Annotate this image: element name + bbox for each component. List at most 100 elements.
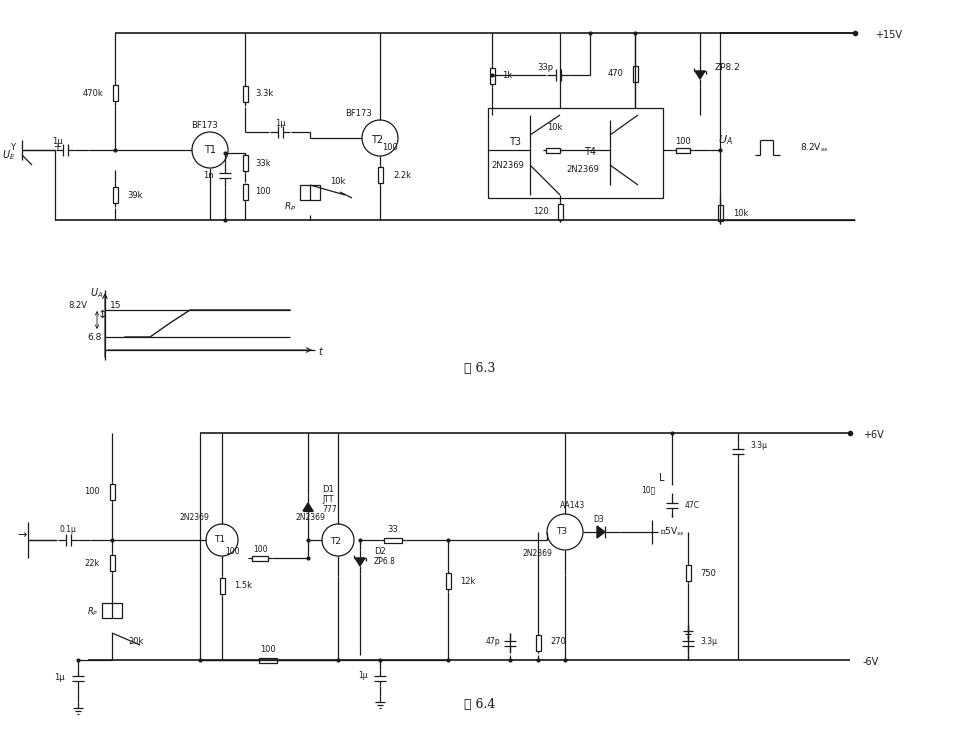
Text: 图 6.3: 图 6.3: [465, 361, 495, 375]
Text: +: +: [53, 142, 61, 152]
Bar: [102, 603, 122, 618]
Text: $U_A$: $U_A$: [717, 133, 732, 147]
Text: 3.3μ: 3.3μ: [700, 638, 717, 647]
Text: 10圈: 10圈: [640, 485, 655, 494]
Text: 100: 100: [255, 188, 271, 197]
Bar: [536, 635, 540, 651]
Text: 1μ: 1μ: [275, 119, 285, 128]
Text: T2: T2: [330, 538, 342, 547]
Text: 8.2V$_{ss}$: 8.2V$_{ss}$: [800, 142, 828, 154]
Text: +6V: +6V: [863, 430, 884, 440]
Polygon shape: [355, 558, 365, 566]
Bar: [558, 204, 563, 220]
Text: 1μ: 1μ: [55, 674, 65, 683]
Text: 47C: 47C: [685, 500, 700, 509]
Bar: [300, 185, 320, 200]
Text: 470k: 470k: [83, 89, 103, 98]
Text: 约5V$_{ss}$: 约5V$_{ss}$: [660, 526, 685, 538]
Text: L: L: [660, 473, 665, 483]
Text: D1: D1: [322, 485, 334, 494]
Text: 100: 100: [675, 137, 691, 146]
Text: 20k: 20k: [128, 638, 143, 647]
Text: 10k: 10k: [547, 123, 563, 132]
Text: 10k: 10k: [733, 209, 749, 218]
Text: 33: 33: [388, 526, 398, 535]
Text: T2: T2: [371, 135, 383, 145]
Text: $U_E$: $U_E$: [2, 148, 15, 162]
Bar: [252, 556, 268, 560]
Text: 2N2369: 2N2369: [180, 514, 209, 523]
Polygon shape: [597, 526, 605, 538]
Text: 1μ: 1μ: [358, 671, 368, 680]
Bar: [384, 538, 402, 542]
Text: 22k: 22k: [84, 559, 100, 568]
Text: 33p: 33p: [537, 62, 553, 71]
Text: $t$: $t$: [318, 345, 324, 357]
Bar: [717, 205, 723, 221]
Bar: [112, 85, 117, 101]
Text: 1μ: 1μ: [52, 137, 62, 146]
Text: 750: 750: [700, 569, 716, 578]
Text: 100: 100: [382, 143, 397, 152]
Text: T3: T3: [509, 137, 521, 147]
Text: 100: 100: [225, 547, 239, 556]
Bar: [546, 147, 560, 152]
Bar: [243, 86, 248, 102]
Bar: [676, 147, 690, 152]
Text: 12k: 12k: [460, 577, 475, 586]
Text: 120: 120: [533, 207, 549, 216]
Text: 270: 270: [550, 638, 565, 647]
Text: →: →: [17, 530, 27, 540]
Text: 777: 777: [322, 505, 337, 514]
Text: 470: 470: [607, 70, 623, 79]
Bar: [109, 555, 114, 571]
Text: 2N2369: 2N2369: [522, 550, 552, 559]
Text: T1: T1: [204, 145, 216, 155]
Text: 15: 15: [110, 300, 122, 309]
Text: 2N2369: 2N2369: [566, 165, 599, 174]
Polygon shape: [695, 71, 705, 79]
Text: $U_A$: $U_A$: [89, 286, 103, 300]
Text: +15V: +15V: [875, 30, 902, 40]
Text: T3: T3: [557, 527, 567, 536]
Text: 2N2369: 2N2369: [295, 514, 324, 523]
Bar: [243, 184, 248, 200]
Text: 1k: 1k: [502, 71, 512, 80]
Text: JTT: JTT: [322, 496, 333, 505]
Text: 100: 100: [252, 545, 267, 554]
Text: 图 6.4: 图 6.4: [465, 698, 495, 711]
Text: 39k: 39k: [127, 191, 142, 200]
Text: 3.3k: 3.3k: [255, 89, 274, 98]
Text: 3.3μ: 3.3μ: [750, 441, 767, 450]
Text: Y: Y: [10, 143, 15, 152]
Bar: [112, 187, 117, 203]
Bar: [243, 155, 248, 171]
Text: D2: D2: [374, 547, 386, 556]
Text: $R_P$: $R_P$: [284, 201, 296, 213]
Text: 100: 100: [260, 646, 276, 655]
Bar: [488, 108, 663, 198]
Bar: [685, 565, 690, 581]
Bar: [633, 66, 637, 82]
Bar: [259, 657, 277, 662]
Text: T4: T4: [584, 147, 596, 157]
Text: 2N2369: 2N2369: [492, 161, 524, 170]
Text: BF173: BF173: [192, 122, 218, 131]
Text: ZP8.2: ZP8.2: [715, 64, 741, 73]
Text: D3: D3: [593, 515, 605, 524]
Text: 8.2V: 8.2V: [68, 300, 87, 309]
Bar: [445, 573, 450, 589]
Text: 10k: 10k: [330, 177, 346, 186]
Text: ↕: ↕: [97, 310, 107, 320]
Text: 100: 100: [84, 487, 100, 496]
Text: 47p: 47p: [486, 638, 500, 647]
Text: 6.8: 6.8: [87, 333, 102, 342]
Text: ZP6.8: ZP6.8: [374, 557, 396, 566]
Text: $R_P$: $R_P$: [86, 606, 98, 618]
Bar: [109, 484, 114, 500]
Text: AA143: AA143: [561, 502, 586, 511]
Text: BF173: BF173: [345, 110, 372, 119]
Text: T1: T1: [214, 535, 226, 544]
Text: 0.1μ: 0.1μ: [60, 526, 77, 535]
Text: -6V: -6V: [863, 657, 879, 667]
